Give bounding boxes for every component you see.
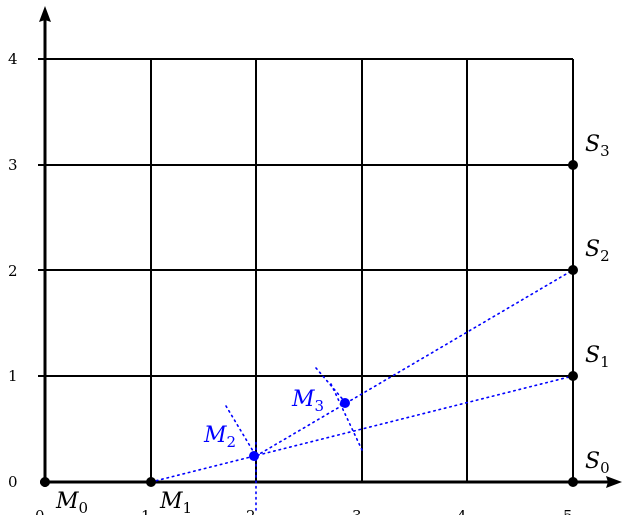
- label-m2: M2: [203, 423, 236, 451]
- x-tick-label-5: 5: [563, 507, 573, 515]
- label-s1: S1: [585, 343, 610, 371]
- y-ticks: 0 1 2 3 4: [8, 50, 45, 491]
- points: [40, 160, 578, 487]
- point-m2: [249, 451, 259, 461]
- y-tick-label-1: 1: [8, 367, 18, 385]
- label-s0: S0: [585, 449, 610, 477]
- label-m3: M3: [291, 387, 324, 415]
- segment-m2-s2: [255, 269, 574, 457]
- point-s2: [568, 265, 578, 275]
- point-s3: [568, 160, 578, 170]
- segment-m1-s1: [150, 375, 574, 483]
- bisector-at-m3: [315, 367, 346, 403]
- label-m0: M0: [55, 489, 88, 515]
- x-tick-label-4: 4: [457, 507, 467, 515]
- label-m1: M1: [159, 489, 192, 515]
- label-s3: S3: [585, 132, 610, 160]
- y-axis-arrow: [39, 6, 51, 22]
- x-tick-label-0: 0: [35, 507, 45, 515]
- x-ticks: 0 1 2 3 4 5: [35, 507, 573, 515]
- y-tick-label-4: 4: [8, 50, 18, 68]
- point-m3: [340, 398, 350, 408]
- y-tick-label-3: 3: [8, 156, 18, 174]
- x-tick-label-1: 1: [141, 507, 151, 515]
- axes: [39, 6, 622, 488]
- construction-lines: [150, 269, 574, 511]
- perpendicular-at-m3: [330, 383, 363, 451]
- grid: [45, 58, 574, 482]
- label-s2: S2: [585, 237, 610, 265]
- point-labels: M0 M1 M2 M3 S0 S1 S2 S3: [55, 132, 610, 515]
- point-s1: [568, 371, 578, 381]
- point-m1: [146, 477, 156, 487]
- x-tick-label-2: 2: [246, 507, 256, 515]
- x-axis-arrow: [606, 476, 622, 488]
- x-tick-label-3: 3: [352, 507, 362, 515]
- y-tick-label-2: 2: [8, 262, 18, 280]
- y-tick-label-0: 0: [8, 473, 18, 491]
- point-m0: [40, 477, 50, 487]
- bisector-at-m2: [225, 405, 257, 457]
- point-s0: [568, 477, 578, 487]
